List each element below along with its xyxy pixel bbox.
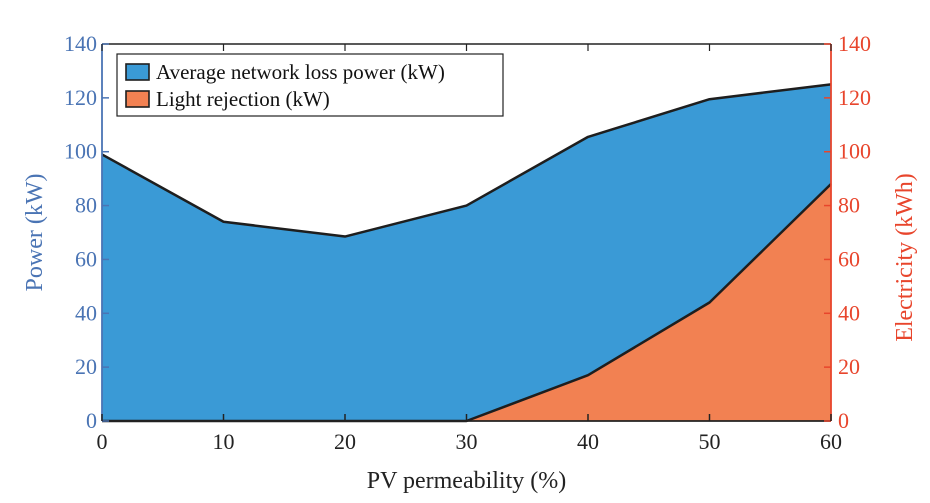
legend-box	[116, 53, 504, 117]
right-tick-label: 40	[838, 300, 860, 325]
right-tick-label: 0	[838, 408, 849, 433]
y-axis-label-right: Electricity (kWh)	[892, 173, 918, 342]
left-tick-label: 80	[75, 193, 97, 218]
y-axis-label-left: Power (kW)	[22, 174, 48, 292]
left-tick-label: 0	[86, 408, 97, 433]
x-tick-label: 20	[334, 429, 356, 454]
left-tick-label: 140	[64, 31, 97, 56]
left-tick-label: 60	[75, 246, 97, 271]
right-tick-label: 80	[838, 193, 860, 218]
right-tick-label: 120	[838, 85, 871, 110]
x-tick-label: 30	[456, 429, 478, 454]
x-tick-label: 40	[577, 429, 599, 454]
right-tick-label: 60	[838, 246, 860, 271]
legend-label: Light rejection (kW)	[156, 87, 330, 111]
left-tick-label: 40	[75, 300, 97, 325]
right-tick-label: 20	[838, 354, 860, 379]
x-tick-label: 10	[213, 429, 235, 454]
left-tick-label: 100	[64, 139, 97, 164]
legend-swatch	[125, 63, 150, 81]
area-series-2	[102, 184, 831, 421]
right-tick-label: 100	[838, 139, 871, 164]
left-tick-label: 20	[75, 354, 97, 379]
area-series-1	[102, 84, 831, 421]
legend-label: Average network loss power (kW)	[156, 60, 445, 84]
left-tick-label: 120	[64, 85, 97, 110]
legend-swatch	[125, 90, 150, 108]
x-tick-label: 60	[820, 429, 842, 454]
right-tick-label: 140	[838, 31, 871, 56]
x-tick-label: 50	[699, 429, 721, 454]
x-tick-label: 0	[97, 429, 108, 454]
x-axis-label: PV permeability (%)	[367, 468, 567, 494]
